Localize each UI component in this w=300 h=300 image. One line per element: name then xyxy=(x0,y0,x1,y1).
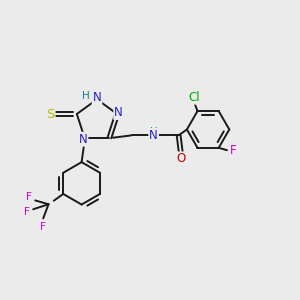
Text: N: N xyxy=(79,133,87,146)
Text: F: F xyxy=(40,222,46,232)
Text: H: H xyxy=(82,91,90,101)
Text: N: N xyxy=(149,129,158,142)
Text: S: S xyxy=(46,107,55,121)
Text: F: F xyxy=(24,207,30,217)
Text: F: F xyxy=(230,144,237,157)
Text: N: N xyxy=(93,92,101,104)
Text: O: O xyxy=(176,152,186,165)
Text: H: H xyxy=(150,127,158,137)
Text: Cl: Cl xyxy=(189,91,200,104)
Text: F: F xyxy=(26,193,32,202)
Text: N: N xyxy=(114,106,123,119)
